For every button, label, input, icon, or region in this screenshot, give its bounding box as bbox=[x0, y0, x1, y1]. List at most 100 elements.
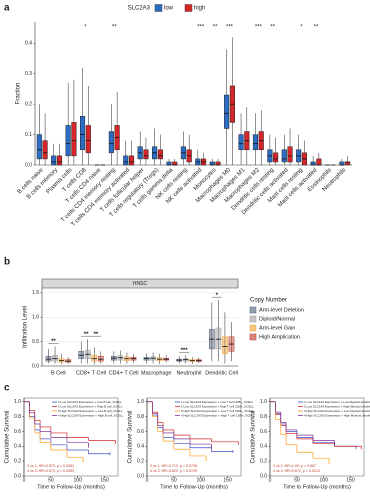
legend-label: 2 Low SLC2A3 Expression + High Myeloid d… bbox=[304, 404, 370, 408]
legend-label: Arm-level Gain bbox=[259, 325, 295, 331]
box bbox=[287, 146, 293, 163]
box bbox=[345, 161, 351, 166]
y-tick-label: 0.0 bbox=[260, 473, 267, 479]
legend-label: 4 High SLC2A3 Expression + High B cell_X… bbox=[58, 413, 124, 417]
box bbox=[222, 336, 228, 355]
chart-title: HNSC bbox=[133, 281, 148, 287]
significance: *** bbox=[255, 25, 263, 31]
box bbox=[45, 356, 52, 362]
legend-swatch bbox=[154, 4, 163, 12]
y-tick-label: 0.4 bbox=[14, 444, 21, 450]
legend-label: 4 High SLC2A3 Expression + High T cell C… bbox=[181, 413, 255, 417]
legend-label: Diploid/Normal bbox=[259, 316, 295, 322]
y-tick-label: 0.6 bbox=[14, 429, 21, 435]
x-tick-label: 100 bbox=[197, 477, 206, 483]
x-axis-label: Time to Follow-Up (months) bbox=[160, 484, 228, 490]
y-tick-label: 0.8 bbox=[260, 414, 267, 420]
x-tick-label: Macrophage bbox=[141, 370, 172, 376]
x-tick-label: 50 bbox=[171, 477, 177, 483]
y-tick-label: 0.6 bbox=[137, 429, 144, 435]
legend-label: High Amplication bbox=[259, 334, 300, 340]
significance: ** bbox=[94, 332, 99, 338]
x-tick-label: Neutrophil bbox=[176, 370, 201, 376]
y-tick-label: 0.4 bbox=[25, 41, 32, 47]
legend-label: 1 Low SLC2A3 Expression + Low T cell CD8… bbox=[181, 400, 254, 404]
y-tick-label: 0.2 bbox=[25, 101, 32, 107]
x-tick-label: CD4+ T Cell bbox=[109, 370, 139, 376]
panel-label: b bbox=[4, 257, 10, 268]
legend-label: 2 Low SLC2A3 Expression + High T cell CD… bbox=[181, 404, 254, 408]
x-tick-label: 150 bbox=[223, 477, 232, 483]
legend-label: 3 High SLC2A3 Expression + Low Myeloid d… bbox=[304, 409, 370, 413]
y-tick-label: 0.2 bbox=[14, 458, 21, 464]
significance: *** bbox=[181, 348, 189, 354]
box bbox=[85, 125, 91, 154]
y-tick-label: 0.4 bbox=[260, 444, 267, 450]
box bbox=[238, 134, 244, 151]
y-tick-label: 0.2 bbox=[137, 458, 144, 464]
box bbox=[128, 155, 135, 166]
y-tick-label: 0.6 bbox=[260, 429, 267, 435]
legend-title: SLC2A3 bbox=[128, 6, 151, 12]
box bbox=[252, 134, 259, 151]
x-tick-label: 100 bbox=[320, 477, 329, 483]
y-tick-label: 0.5 bbox=[32, 339, 39, 345]
y-tick-label: 0.0 bbox=[25, 162, 32, 168]
box bbox=[108, 131, 114, 154]
significance: *** bbox=[197, 25, 205, 31]
box bbox=[79, 116, 86, 151]
box bbox=[209, 161, 215, 166]
y-tick-label: 0.4 bbox=[137, 444, 144, 450]
significance: ** bbox=[314, 25, 319, 31]
panel-label: c bbox=[4, 383, 10, 394]
box bbox=[65, 125, 71, 157]
y-tick-label: 0.2 bbox=[260, 458, 267, 464]
y-axis-label: Infiltration Level bbox=[23, 306, 29, 348]
legend-label: 4 High SLC2A3 Expression + High Myeloid … bbox=[304, 413, 370, 417]
hr-annotation: 2 vs 1: HR=0.570, p = 0.0381 bbox=[27, 464, 74, 468]
legend-label: 2 Low SLC2A3 Expression + High B cell_XC… bbox=[58, 404, 123, 408]
hr-annotation: 2 vs 1: HR=1.09, p = 0.667 bbox=[273, 464, 316, 468]
y-axis-label: Cumulative Survival bbox=[5, 410, 11, 463]
y-tick-label: 0.3 bbox=[25, 71, 32, 77]
y-tick-label: 0.8 bbox=[137, 414, 144, 420]
legend-swatch bbox=[184, 4, 193, 12]
box bbox=[157, 149, 163, 160]
significance: * bbox=[216, 293, 219, 299]
y-tick-label: 0.0 bbox=[32, 363, 39, 369]
legend-label: 1 Low SLC2A3 Expression + Low B cell_XCE… bbox=[58, 400, 122, 404]
legend-label: low bbox=[164, 6, 174, 12]
x-tick-label: 50 bbox=[48, 477, 54, 483]
box bbox=[51, 155, 57, 166]
box bbox=[316, 158, 322, 166]
legend-title: Copy Number bbox=[250, 298, 287, 304]
y-tick-label: 1.0 bbox=[137, 399, 144, 405]
legend-swatch bbox=[249, 306, 257, 314]
significance: ** bbox=[51, 339, 56, 345]
x-tick-label: CD8+ T Cell bbox=[76, 370, 106, 376]
x-tick-label: 0 bbox=[146, 477, 149, 483]
hr-annotation: 2 vs 1: HR=0.712, p = 0.0728 bbox=[150, 464, 197, 468]
significance: * bbox=[300, 25, 303, 31]
box bbox=[71, 122, 77, 157]
box bbox=[42, 140, 48, 160]
y-tick-label: 1.0 bbox=[14, 399, 21, 405]
legend-swatch bbox=[249, 315, 257, 323]
y-tick-label: 0.0 bbox=[14, 473, 21, 479]
box bbox=[52, 355, 58, 362]
legend-label: high bbox=[194, 6, 205, 12]
x-tick-label: B Cell bbox=[51, 370, 66, 376]
y-tick-label: 1.5 bbox=[32, 290, 39, 296]
panel-label: a bbox=[4, 3, 10, 14]
box bbox=[273, 152, 279, 163]
y-axis-label: Cumulative Survival bbox=[128, 410, 134, 463]
box bbox=[143, 149, 149, 160]
x-tick-label: Dendritic Cell bbox=[205, 370, 238, 376]
x-axis-label: Time to Follow-Up (months) bbox=[283, 484, 351, 490]
box bbox=[281, 149, 287, 163]
legend-swatch bbox=[249, 324, 257, 332]
box bbox=[123, 155, 129, 166]
box bbox=[166, 161, 172, 166]
box bbox=[172, 161, 178, 166]
